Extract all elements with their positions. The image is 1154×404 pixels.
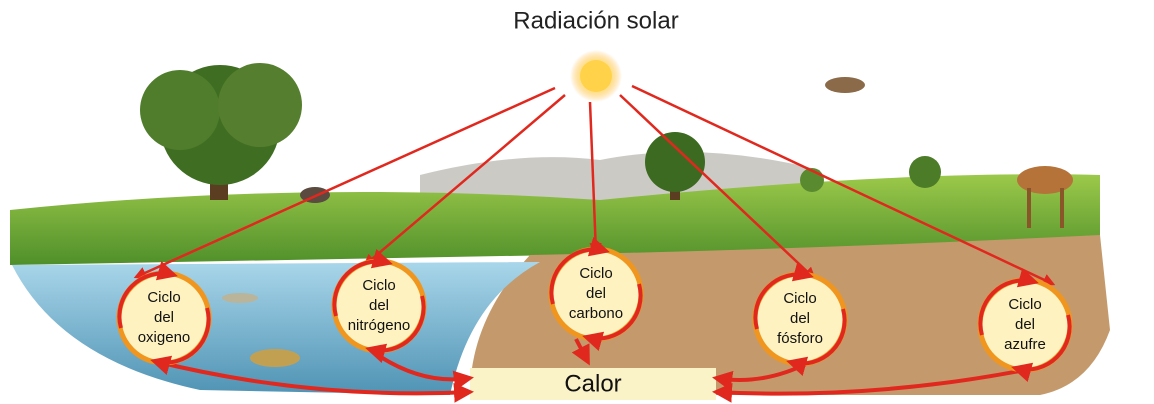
cycle-label: del	[154, 309, 174, 326]
cycle-node: Ciclo del carbono	[551, 249, 641, 339]
cycle-label: del	[790, 310, 810, 327]
cycle-label: del	[1015, 316, 1035, 333]
pond	[12, 262, 540, 395]
cycle-label: Ciclo	[1008, 296, 1041, 313]
sun-core	[580, 60, 612, 92]
cycle-node: Ciclo del azufre	[980, 280, 1070, 370]
cycle-label: del	[369, 297, 389, 314]
cycle-label: Ciclo	[147, 289, 180, 306]
cycle-node: Ciclo del nitrógeno	[334, 261, 424, 351]
sink-label: Calor	[564, 370, 621, 397]
cycle-label: oxigeno	[138, 329, 191, 346]
cycle-label: carbono	[569, 305, 623, 322]
cycle-label: Ciclo	[579, 265, 612, 282]
cycle-label: nitrógeno	[348, 317, 411, 334]
cycle-label: del	[586, 285, 606, 302]
cycle-label: Ciclo	[783, 290, 816, 307]
cycle-label: azufre	[1004, 336, 1046, 353]
cycle-node: Ciclo del fósforo	[755, 274, 845, 364]
cycle-label: fósforo	[777, 330, 823, 347]
title: Radiación solar	[513, 7, 678, 34]
diagram: Radiación solar Calor CiclodeloxigenoCic…	[0, 0, 1154, 404]
cycle-label: Ciclo	[362, 277, 395, 294]
cycle-node: Ciclo del oxigeno	[119, 273, 209, 363]
